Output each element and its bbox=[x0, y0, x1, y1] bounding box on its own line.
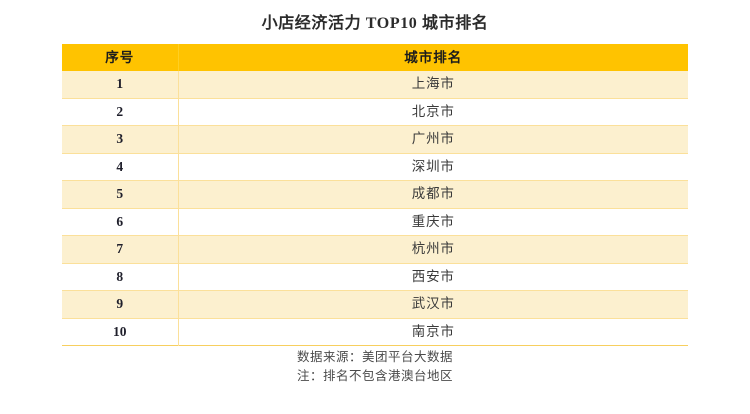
table-row: 6 重庆市 bbox=[62, 207, 688, 236]
table-row: 1 上海市 bbox=[62, 71, 688, 98]
table-row: 4 深圳市 bbox=[62, 152, 688, 181]
table-header-row: 序号 城市排名 bbox=[62, 44, 688, 71]
table-header: 序号 城市排名 bbox=[62, 44, 688, 71]
cell-index: 10 bbox=[62, 317, 179, 346]
cell-index: 6 bbox=[62, 207, 179, 236]
cell-index: 4 bbox=[62, 152, 179, 181]
table-row: 5 成都市 bbox=[62, 180, 688, 208]
cell-index: 5 bbox=[62, 180, 179, 208]
ranking-table-container: 序号 城市排名 1 上海市 2 北京市 3 广州市 4 深圳市 5 成都市 6 重庆市 7 杭州市 8 西安市… bbox=[62, 44, 688, 346]
table-row: 8 西安市 bbox=[62, 262, 688, 291]
cell-index: 2 bbox=[62, 97, 179, 126]
cell-city: 南京市 bbox=[178, 317, 688, 346]
footer-notes: 数据来源：美团平台大数据 注：排名不包含港澳台地区 bbox=[0, 348, 750, 386]
cell-city: 杭州市 bbox=[178, 235, 688, 263]
cell-index: 7 bbox=[62, 235, 179, 263]
cell-city: 深圳市 bbox=[178, 152, 688, 181]
cell-index: 8 bbox=[62, 262, 179, 291]
cell-index: 3 bbox=[62, 125, 179, 153]
table-row: 10 南京市 bbox=[62, 317, 688, 346]
ranking-table: 序号 城市排名 1 上海市 2 北京市 3 广州市 4 深圳市 5 成都市 6 重庆市 7 杭州市 8 西安市… bbox=[62, 44, 688, 346]
cell-city: 北京市 bbox=[178, 97, 688, 126]
table-row: 9 武汉市 bbox=[62, 290, 688, 318]
cell-city: 上海市 bbox=[411, 76, 455, 91]
cell-city: 成都市 bbox=[178, 180, 688, 208]
column-header-city: 城市排名 bbox=[404, 50, 463, 65]
table-body: 1 上海市 2 北京市 3 广州市 4 深圳市 5 成都市 6 重庆市 7 杭州市 8 西安市 9 武汉市 10 南京… bbox=[62, 71, 688, 346]
data-source-note: 数据来源：美团平台大数据 bbox=[296, 350, 453, 364]
column-header-index: 序号 bbox=[62, 44, 179, 71]
cell-city: 武汉市 bbox=[178, 290, 688, 318]
cell-index: 9 bbox=[62, 290, 179, 318]
page-title: 小店经济活力 TOP10 城市排名 bbox=[261, 15, 489, 32]
cell-city: 广州市 bbox=[178, 125, 688, 153]
table-row: 2 北京市 bbox=[62, 97, 688, 126]
cell-city: 西安市 bbox=[178, 262, 688, 291]
table-row: 7 杭州市 bbox=[62, 235, 688, 263]
table-row: 3 广州市 bbox=[62, 125, 688, 153]
cell-city: 重庆市 bbox=[178, 207, 688, 236]
cell-index: 1 bbox=[62, 71, 179, 98]
scope-note: 注：排名不包含港澳台地区 bbox=[296, 369, 453, 383]
